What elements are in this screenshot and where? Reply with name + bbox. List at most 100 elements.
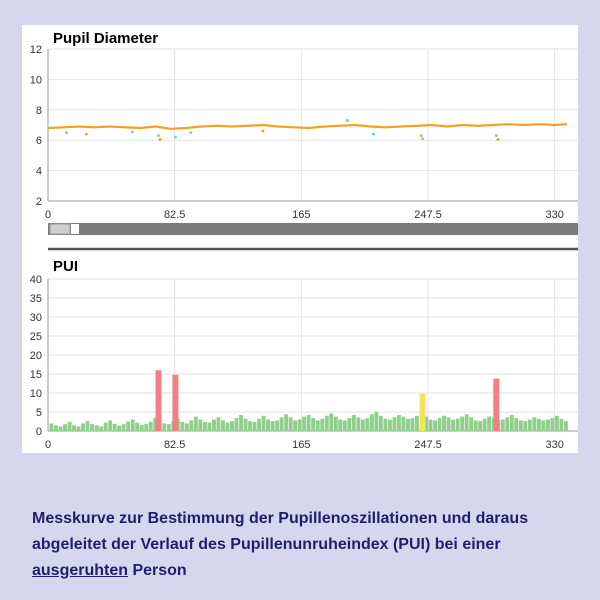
pui-bar	[117, 425, 122, 431]
pui-bar	[545, 419, 550, 431]
pupil-diameter-outlier-point	[65, 131, 68, 134]
pui-bar	[54, 425, 58, 431]
pui-bar	[266, 419, 270, 431]
pui-bar	[270, 421, 275, 431]
pui-bar	[532, 417, 537, 431]
pui-spike-bar	[172, 374, 179, 431]
pui-bar	[306, 415, 311, 431]
pui-bar	[126, 421, 131, 431]
pupil-diameter-outlier-point	[496, 138, 500, 141]
pui-bar	[338, 419, 343, 431]
pupil-diameter-outlier-point	[494, 134, 498, 138]
pupil-diameter-x-tick-label: 165	[292, 209, 310, 221]
pupil-diameter-outlier-point	[419, 134, 423, 138]
pui-y-tick-label: 35	[30, 293, 42, 305]
pui-bar	[514, 418, 519, 431]
caption-line-1: Messkurve zur Bestimmung der Pupillenosz…	[32, 510, 529, 527]
pui-bar	[446, 417, 451, 431]
pui-bar	[230, 421, 234, 431]
pui-y-tick-label: 30	[30, 312, 42, 324]
pui-bar	[180, 421, 185, 431]
pui-bar	[509, 415, 514, 431]
pui-bar	[424, 416, 428, 431]
pui-bar	[482, 418, 487, 431]
pupil-diameter-series-line	[47, 123, 567, 130]
pupil-diameter-x-tick-label: 247.5	[414, 209, 442, 221]
pupil-diameter-y-tick-label: 2	[36, 196, 42, 208]
pui-bar	[559, 418, 564, 431]
pui-bar	[415, 415, 419, 431]
pui-bar	[252, 421, 257, 431]
pui-bar	[383, 418, 388, 431]
pui-bar	[257, 418, 261, 431]
pui-bar	[275, 420, 280, 431]
pui-bar	[234, 418, 239, 431]
pui-bar	[564, 421, 568, 431]
pui-bar	[94, 425, 99, 431]
pui-bar	[554, 415, 559, 431]
pupil-diameter-x-ticks: 0 82.5 165 247.5 330	[45, 209, 564, 221]
pui-x-tick-label: 330	[545, 439, 563, 451]
pupil-diameter-y-tick-label: 4	[36, 166, 42, 178]
pui-bar	[67, 421, 72, 431]
pui-bar	[243, 418, 248, 431]
pui-bar	[410, 418, 415, 431]
pui-y-ticks: 0 5 10 15 20 25 30 35 40	[30, 274, 42, 438]
pupil-diameter-outlier-point	[421, 137, 425, 141]
pui-spike-bar	[155, 370, 162, 431]
pui-bar	[433, 420, 437, 431]
scrollbar-track[interactable]	[48, 223, 578, 235]
pui-bar	[221, 420, 225, 431]
pui-bar	[342, 420, 347, 431]
pui-bar	[505, 417, 510, 431]
pui-bar	[333, 416, 338, 431]
pui-x-tick-label: 165	[292, 439, 310, 451]
pui-y-tick-label: 10	[30, 388, 42, 400]
pui-bar	[103, 422, 108, 431]
pui-bar	[374, 412, 379, 431]
pui-bar	[166, 424, 171, 431]
pui-bar	[500, 419, 505, 431]
pui-bar	[536, 418, 541, 431]
pui-bar	[397, 415, 401, 431]
pui-bar	[121, 424, 126, 431]
pui-bar	[527, 419, 532, 431]
pui-bar	[85, 421, 90, 431]
pui-bar	[76, 426, 81, 431]
pui-bar	[284, 414, 289, 431]
time-scrollbar[interactable]	[48, 223, 578, 235]
pui-y-tick-label: 15	[30, 369, 42, 381]
pui-bar	[261, 415, 266, 431]
pui-bar	[144, 423, 149, 431]
pui-bar	[442, 415, 446, 431]
pupil-diameter-outlier-point	[158, 138, 162, 141]
pupil-diameter-outlier-point	[345, 119, 349, 122]
scrollbar-handle[interactable]	[71, 224, 79, 234]
pui-bar	[378, 415, 383, 431]
caption-line-3: ausgeruhten Person	[32, 558, 572, 584]
pui-bar	[369, 414, 374, 431]
pui-bar	[293, 420, 298, 431]
pui-bar	[99, 426, 104, 431]
scrollbar-thumb[interactable]	[49, 223, 71, 235]
pui-bars	[49, 370, 568, 431]
pui-bar	[487, 416, 492, 431]
pupil-diameter-x-tick-label: 330	[545, 209, 563, 221]
pupil-diameter-title: Pupil Diameter	[53, 30, 158, 47]
pui-bar	[315, 420, 320, 431]
pui-bar	[297, 419, 302, 431]
pui-bar	[451, 419, 455, 431]
pui-bar	[198, 419, 203, 431]
caption-line-2: abgeleitet der Verlauf des Pupillenunruh…	[32, 536, 501, 553]
pui-bar	[63, 424, 67, 431]
pui-bar	[473, 420, 478, 431]
pui-bar	[239, 415, 243, 431]
pui-bar	[388, 419, 392, 431]
pui-bar	[193, 416, 198, 431]
pui-y-tick-label: 40	[30, 274, 42, 286]
pupil-diameter-y-tick-label: 6	[36, 135, 42, 147]
pui-bar	[356, 417, 361, 431]
pui-bar	[406, 418, 410, 431]
pui-bar	[189, 420, 194, 431]
pui-bar	[81, 423, 85, 431]
